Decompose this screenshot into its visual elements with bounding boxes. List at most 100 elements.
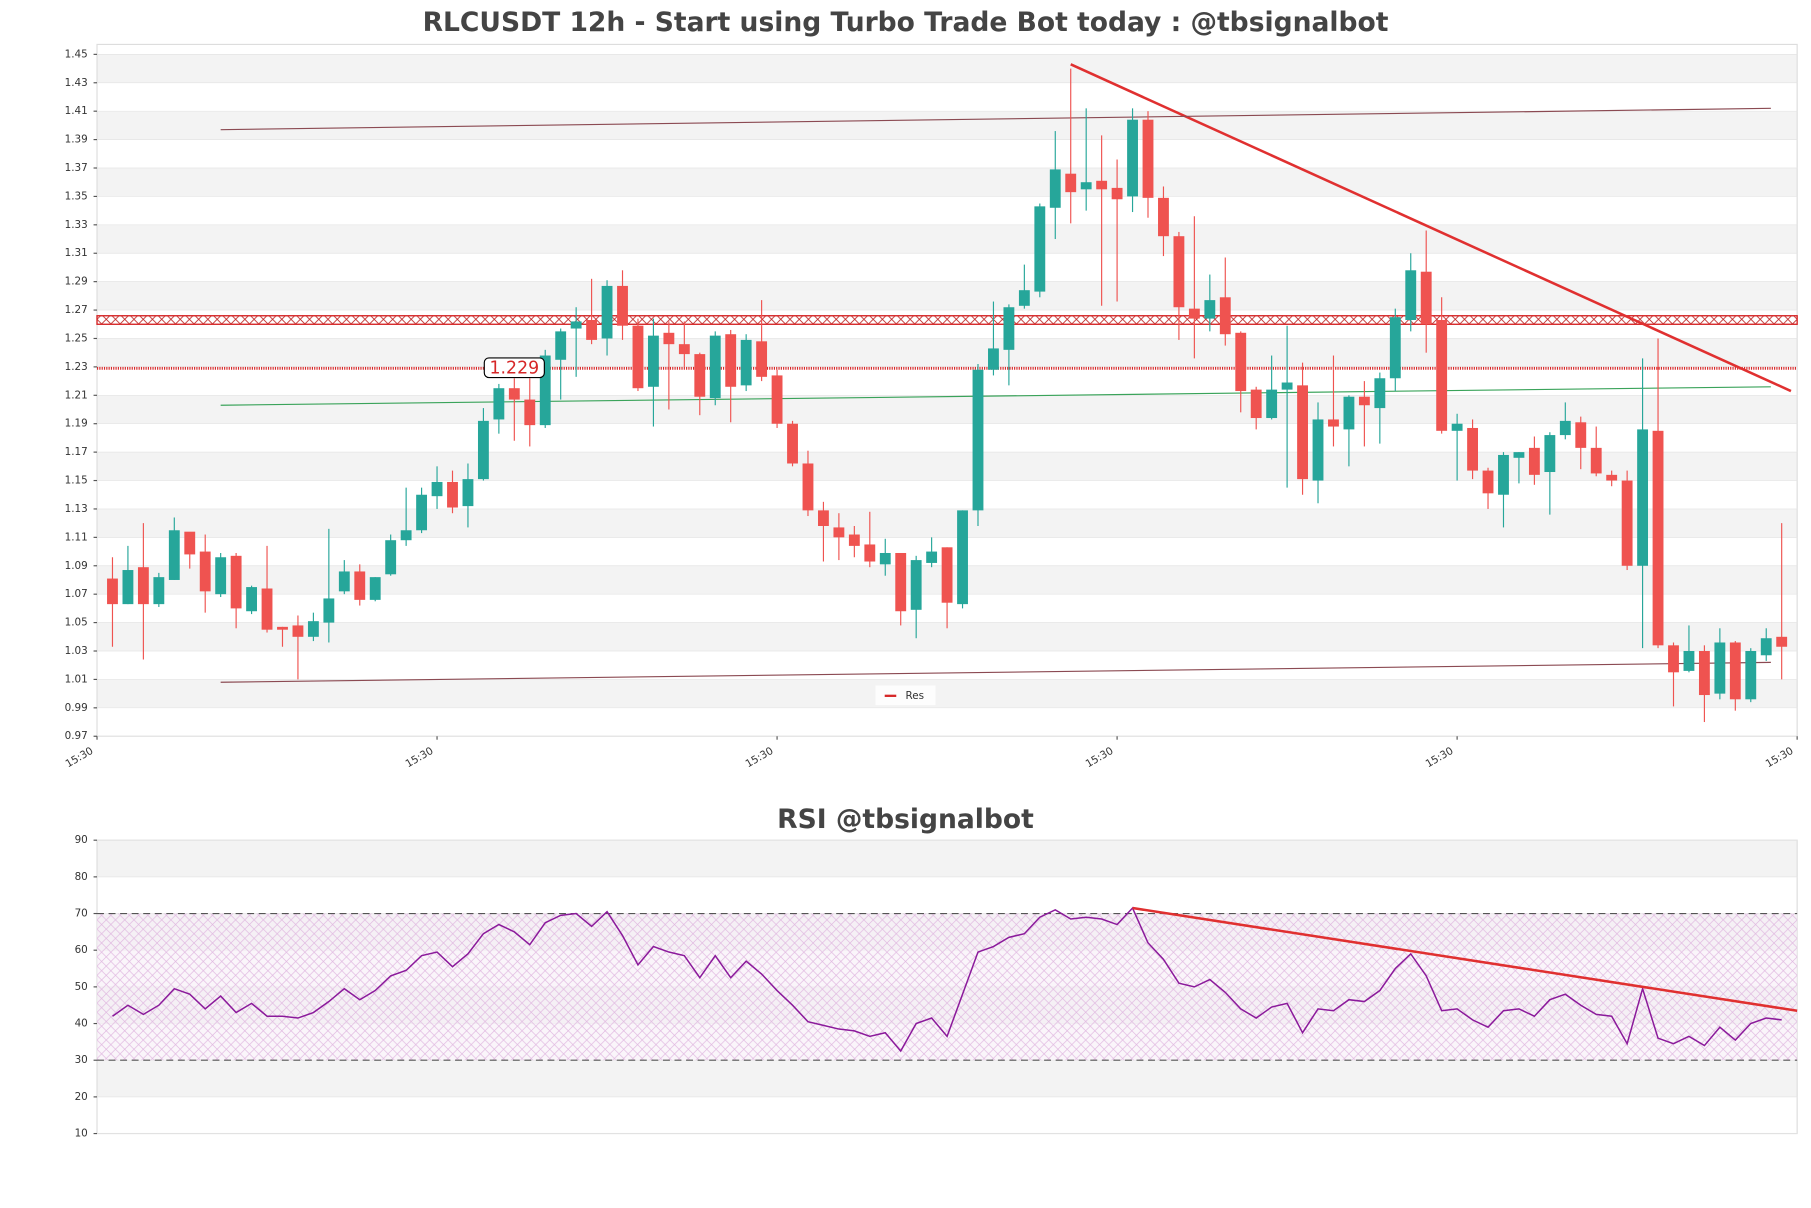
y-tick-label: 1.37 <box>65 162 88 174</box>
candle-body <box>1637 429 1649 566</box>
candle-body <box>1328 419 1339 427</box>
x-tick-label: 15:30 <box>1424 745 1456 770</box>
y-tick-label: 1.13 <box>65 503 88 515</box>
candle-body <box>1034 206 1046 292</box>
y-tick-label: 20 <box>75 1091 88 1103</box>
candle-body <box>1343 396 1355 430</box>
candle-body <box>1729 642 1741 700</box>
candle-body <box>1559 420 1571 436</box>
rsi-band-hatch <box>97 913 1798 1061</box>
y-tick-label: 1.17 <box>65 446 88 458</box>
y-tick-label: 1.29 <box>65 276 88 288</box>
candle-body <box>137 567 149 605</box>
candle-body <box>1080 182 1092 190</box>
rsi-line <box>112 906 1782 1053</box>
x-tick-label: 15:30 <box>63 745 95 770</box>
candle-body <box>385 540 397 575</box>
candle-body <box>570 321 582 329</box>
candle-body <box>1668 645 1679 673</box>
candle-body <box>1760 638 1772 656</box>
y-tick-label: 1.45 <box>65 48 88 60</box>
candle-body <box>1173 236 1185 308</box>
candle-body <box>1745 651 1757 700</box>
candle-body <box>354 571 366 600</box>
x-tick-label: 15:30 <box>1084 745 1116 770</box>
y-tick-label: 0.99 <box>65 702 88 714</box>
trend-line <box>220 661 1771 683</box>
candle-body <box>1250 389 1262 419</box>
candle-body <box>338 571 350 592</box>
candle-body <box>400 530 412 541</box>
x-tick-label: 15:30 <box>744 745 776 770</box>
candle-body <box>277 626 288 630</box>
y-tick-label: 1.09 <box>65 560 88 572</box>
x-tick-label: 15:30 <box>404 745 436 770</box>
candle-body <box>1389 317 1401 379</box>
candle-body <box>1049 169 1061 208</box>
grid-band <box>97 338 1798 367</box>
y-tick-label: 1.35 <box>65 190 88 202</box>
y-tick-label: 1.01 <box>65 673 88 685</box>
grid-band <box>97 224 1798 254</box>
y-tick-label: 1.05 <box>65 617 88 629</box>
y-tick-label: 1.31 <box>65 247 88 259</box>
candle-body <box>848 534 860 546</box>
candle-body <box>1467 427 1478 471</box>
y-tick-label: 1.41 <box>65 105 88 117</box>
trend-line <box>1070 63 1792 393</box>
grid-band <box>97 395 1798 424</box>
candle-body <box>1281 382 1293 390</box>
candle-body <box>555 331 567 360</box>
candle-body <box>524 399 536 426</box>
candle-body <box>1621 480 1633 566</box>
candle-body <box>1096 180 1108 190</box>
candle-body <box>230 555 242 609</box>
candle-body <box>926 551 938 563</box>
y-tick-label: 80 <box>75 871 88 883</box>
candle-body <box>1544 435 1556 473</box>
candle-body <box>632 325 644 389</box>
y-tick-label: 1.07 <box>65 588 88 600</box>
candle-body <box>740 339 752 386</box>
y-tick-label: 1.15 <box>65 475 88 487</box>
candle-body <box>1297 385 1308 480</box>
price-label-box <box>483 357 545 379</box>
y-tick-label: 70 <box>75 908 88 920</box>
candle-body <box>1482 470 1494 494</box>
candle-body <box>756 341 768 377</box>
candle-body <box>941 547 953 603</box>
y-tick-label: 50 <box>75 981 88 993</box>
candle-body <box>107 578 118 605</box>
candle-body <box>447 481 458 508</box>
candle-body <box>895 552 907 612</box>
candle-body <box>1127 119 1138 197</box>
candle-body <box>818 510 829 526</box>
candle-body <box>1266 389 1278 419</box>
candle-body <box>477 420 489 480</box>
y-tick-label: 1.27 <box>65 304 88 316</box>
y-tick-label: 1.03 <box>65 645 88 657</box>
price-label: 1.229 <box>490 358 540 378</box>
candle-body <box>1065 173 1077 193</box>
y-tick-label: 1.11 <box>65 531 88 543</box>
candle-body <box>910 560 922 610</box>
trend-line <box>1132 906 1798 1012</box>
candle-body <box>1142 119 1154 198</box>
legend-label: Res <box>906 690 925 702</box>
candle-body <box>988 348 999 370</box>
candle-body <box>215 557 227 595</box>
candle-body <box>833 527 845 538</box>
candle-body <box>184 531 196 555</box>
candle-body <box>1451 423 1463 431</box>
candle-body <box>1312 419 1324 481</box>
candle-body <box>694 354 706 397</box>
candle-body <box>431 481 443 497</box>
y-tick-label: 30 <box>75 1054 88 1066</box>
candle-body <box>663 332 675 345</box>
candle-body <box>508 388 520 400</box>
candle-body <box>1003 307 1015 350</box>
candle-body <box>261 588 273 630</box>
resistance-zone <box>96 315 1798 325</box>
candle-body <box>462 479 474 507</box>
candle-body <box>1776 636 1788 647</box>
